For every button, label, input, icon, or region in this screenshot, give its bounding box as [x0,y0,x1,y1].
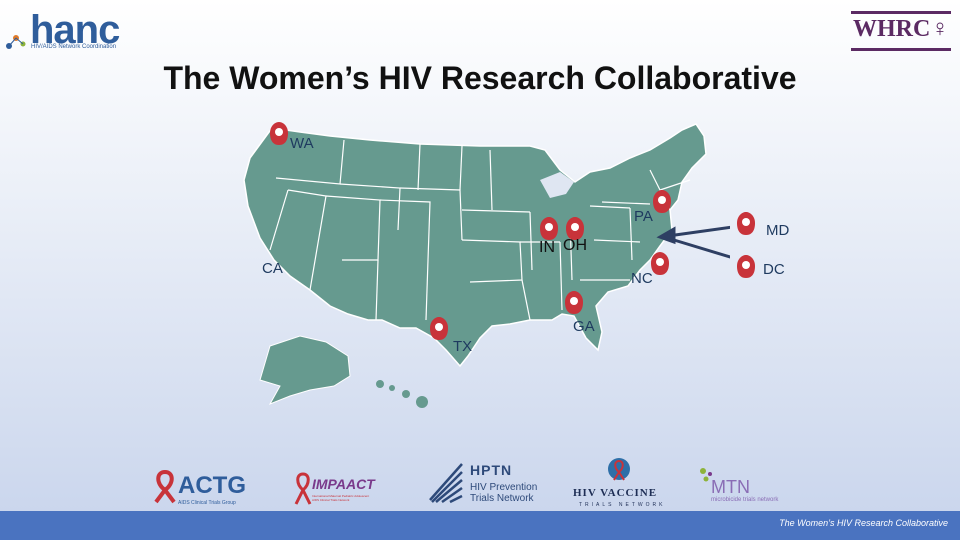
ga-label: GA [573,318,595,335]
actg-logo: ACTG AIDS Clinical Trials Group [150,468,260,508]
alaska-shape [259,335,351,405]
actg-wordmark: ACTG [178,472,246,499]
mtn-logo: MTN microbicide trials network [697,465,817,509]
impaact-tagline: International Maternal Pediatric Adolesc… [312,494,370,502]
mtn-wordmark: MTN [711,477,750,497]
nc-label: NC [631,270,653,287]
arrows [656,225,730,259]
whrc-logo: WHRC ♀ [851,11,951,51]
ribbon-icon [154,469,176,504]
pa-label: PA [634,208,653,225]
tx-label: TX [453,338,473,355]
partner-logos: ACTG AIDS Clinical Trials Group IMPAACT … [0,450,960,512]
globe-ribbon-icon [608,458,630,481]
hanc-wordmark: hanc [30,8,120,52]
rays-icon [429,463,463,504]
hvtn-logo: HIV VACCINE TRIALS NETWORK [573,455,669,511]
page-title: The Women’s HIV Research Collaborative [163,60,797,96]
hawaii-shape [376,380,428,408]
state-borders [269,139,691,321]
hvtn-wordmark: HIV VACCINE [573,487,658,499]
hptn-line2: Trials Network [470,493,534,504]
footer-text: The Women’s HIV Research Collaborative [779,518,948,528]
md-pin-icon [737,212,755,235]
hvtn-sub: TRIALS NETWORK [579,502,666,508]
dc-label: DC [763,261,785,278]
md-arrowhead [656,226,676,245]
hptn-line1: HIV Prevention [470,482,538,493]
footer-bar [0,511,960,540]
us-map [243,123,730,408]
in-label: IN [539,239,555,256]
oh-label: OH [563,237,587,254]
hanc-tagline: HIV/AIDS Network Coordination [31,44,117,50]
ribbon-icon [294,472,312,505]
whrc-wordmark: WHRC [853,16,931,42]
hptn-wordmark: HPTN [470,462,513,478]
dc-pin-icon [737,255,755,278]
hanc-logo: hanc HIV/AIDS Network Coordination [4,6,124,54]
md-arrow [667,225,730,238]
impaact-wordmark: IMPAACT [312,476,375,492]
hptn-logo: HPTN HIV Prevention Trials Network [428,460,548,508]
actg-tagline: AIDS Clinical Trials Group [178,500,236,506]
network-dots-icon [6,35,26,49]
dc-arrow [673,238,730,259]
wa-label: WA [290,135,314,152]
ca-label: CA [262,260,283,277]
impaact-logo: IMPAACT International Maternal Pediatric… [292,470,402,510]
mtn-sub: microbicide trials network [711,497,779,503]
female-symbol-icon: ♀ [931,16,949,42]
md-label: MD [766,222,790,239]
dots-icon [700,468,712,482]
continental-us-shape [243,123,707,368]
great-lakes-shape [540,172,574,198]
